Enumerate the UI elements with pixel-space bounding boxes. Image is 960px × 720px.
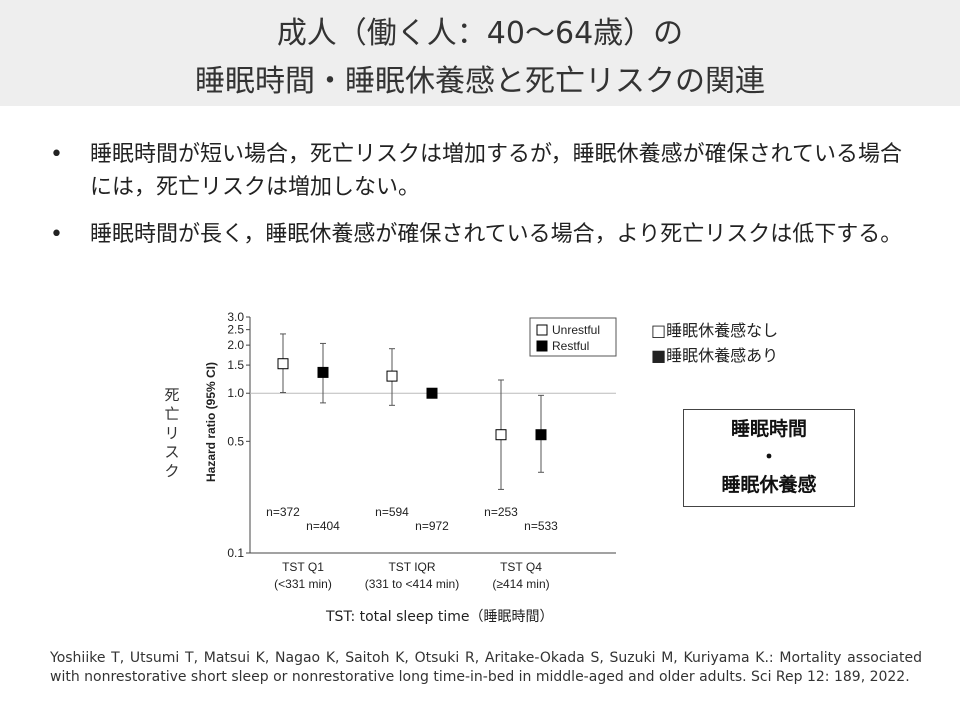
sample-size-label: n=972: [415, 519, 449, 533]
y-tick-label: 2.5: [227, 323, 244, 337]
x-category-sublabel: (≥414 min): [492, 577, 549, 591]
x-category-label: TST Q4: [500, 560, 542, 574]
legend-jp-unrestful: □睡眠休養感なし: [651, 321, 779, 340]
sample-size-label: n=372: [266, 505, 300, 519]
data-markers: [277, 358, 547, 441]
y-tick-label: 0.5: [227, 434, 244, 448]
hazard-ratio-chart: 死亡リスク Hazard ratio (95% CI) 0.1 0.5 1.0 1.5…: [164, 310, 617, 591]
summary-line-sleep-restfulness: 睡眠休養感: [721, 474, 817, 496]
error-bars: [280, 333, 544, 490]
unrestful-marker: [277, 358, 289, 370]
y-tick-label: 0.1: [227, 546, 244, 560]
bullet-text: 睡眠時間が短い場合，死亡リスクは増加するが，睡眠休養感が確保されている場合には，…: [90, 142, 903, 200]
legend-japanese: □睡眠休養感なし ■睡眠休養感あり: [651, 318, 778, 368]
sample-size-label: n=533: [524, 519, 558, 533]
summary-line-separator: ・: [759, 446, 779, 468]
side-label-mortality-risk: 死亡リスク: [164, 386, 179, 480]
y-axis-ticks: 0.1 0.5 1.0 1.5 2.02.53.0: [227, 310, 250, 560]
x-category-label: TST IQR: [388, 560, 435, 574]
sample-size-label: n=594: [375, 505, 409, 519]
sample-size-label: n=253: [484, 505, 518, 519]
reference-citation: Yoshiike T, Utsumi T, Matsui K, Nagao K,…: [50, 650, 922, 685]
restful-marker: [535, 429, 547, 441]
y-tick-label: 3.0: [227, 310, 244, 324]
y-axis-label: Hazard ratio (95% CI): [204, 362, 218, 482]
legend-entry-label: Restful: [552, 339, 589, 353]
x-axis-category-labels: TST Q1 (<331 min) TST IQR (331 to <414 min)…: [274, 560, 549, 591]
legend-swatch-unrestful: [536, 324, 548, 336]
unrestful-marker: [386, 370, 398, 382]
unrestful-marker: [495, 429, 507, 441]
restful-marker: [317, 366, 329, 378]
bullet-marker: •: [50, 222, 63, 247]
chart-legend: Unrestful Restful: [529, 317, 617, 357]
y-tick-label: 1.5: [227, 358, 244, 372]
summary-box: 睡眠時間 ・ 睡眠休養感: [683, 409, 855, 507]
bullet-text: 睡眠時間が長く，睡眠休養感が確保されている場合，より死亡リスクは低下する。: [90, 222, 903, 247]
legend-jp-restful: ■睡眠休養感あり: [651, 346, 779, 365]
side-label-text: 死亡リスク: [164, 386, 179, 480]
tst-footnote: TST: total sleep time（睡眠時間）: [326, 609, 554, 625]
x-category-sublabel: (331 to <414 min): [365, 577, 459, 591]
sample-size-label: n=404: [306, 519, 340, 533]
slide-header: 成人（働く人：40〜64歳）の 睡眠時間・睡眠休養感と死亡リスクの関連: [0, 0, 960, 106]
y-tick-label: 2.0: [227, 338, 244, 352]
x-category-label: TST Q1: [282, 560, 324, 574]
legend-entry-label: Unrestful: [552, 323, 600, 337]
slide-title-line-1: 成人（働く人：40〜64歳）の: [276, 16, 684, 51]
slide-title-line-2: 睡眠時間・睡眠休養感と死亡リスクの関連: [195, 64, 765, 99]
x-category-sublabel: (<331 min): [274, 577, 332, 591]
sample-size-labels: n=372 n=594 n=253 n=404 n=972 n=533: [266, 505, 558, 533]
summary-line-sleep-duration: 睡眠時間: [730, 418, 807, 440]
legend-swatch-restful: [536, 340, 548, 352]
y-tick-label: 1.0: [227, 386, 244, 400]
bullet-marker: •: [50, 142, 63, 167]
restful-marker: [426, 387, 438, 399]
